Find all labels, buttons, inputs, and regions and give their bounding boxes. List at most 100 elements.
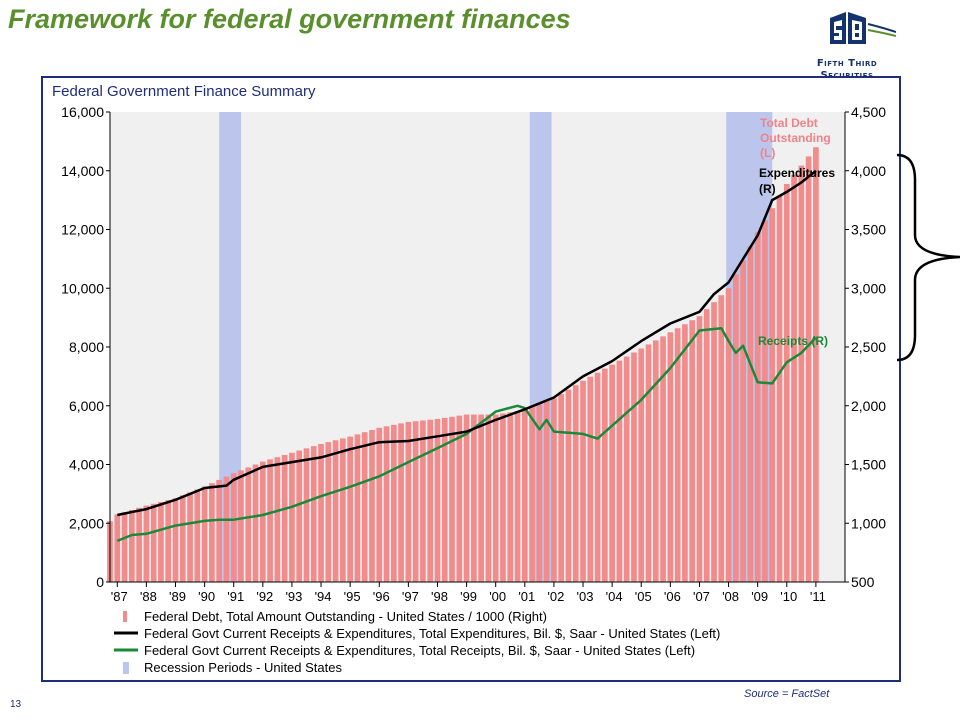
debt-bar	[128, 510, 135, 582]
debt-bar	[507, 412, 514, 582]
debt-bar	[114, 514, 121, 582]
y-right-tick-label: 3,000	[851, 280, 886, 296]
y-right-tick-label: 1,000	[851, 515, 886, 531]
debt-bar	[267, 459, 273, 582]
x-tick-label: '90	[198, 589, 215, 604]
debt-bar	[478, 414, 484, 582]
debt-bar	[361, 432, 368, 582]
debt-bar	[725, 288, 732, 582]
x-tick-label: '98	[431, 589, 448, 604]
debt-bar	[798, 165, 805, 582]
debt-bar	[121, 512, 128, 582]
debt-bar	[776, 196, 783, 582]
debt-bar	[245, 467, 252, 582]
debt-bar	[565, 389, 572, 582]
debt-bar	[638, 348, 645, 582]
debt-bar	[602, 368, 608, 582]
debt-bar	[369, 429, 375, 582]
logo-text: Fifth Third Securities	[782, 58, 912, 82]
debt-bar	[463, 414, 470, 582]
debt-bar	[572, 385, 579, 582]
debt-bar	[347, 436, 353, 582]
y-left-tick-label: 2,000	[69, 515, 104, 531]
debt-bar	[616, 360, 623, 582]
x-tick-label: '05	[635, 589, 652, 604]
chart-title: Federal Government Finance Summary	[52, 83, 316, 100]
x-tick-label: '06	[664, 589, 681, 604]
legend-swatch-debt	[123, 611, 127, 622]
right-brace-icon	[896, 153, 960, 362]
y-right-tick-label: 500	[851, 574, 875, 590]
debt-bar	[281, 454, 288, 582]
debt-bar	[805, 156, 812, 582]
debt-bar	[813, 147, 819, 582]
debt-bar	[449, 416, 455, 582]
expenditures-annotation-line2: (R)	[759, 182, 776, 196]
debt-bar	[136, 507, 142, 582]
y-left-tick-label: 0	[96, 574, 104, 590]
debt-bar	[623, 356, 630, 582]
x-tick-label: '09	[751, 589, 768, 604]
debt-bar	[405, 421, 412, 582]
debt-bar	[201, 486, 208, 582]
x-tick-label: '11	[810, 589, 826, 604]
debt-bar	[660, 336, 666, 582]
debt-bar	[310, 446, 317, 582]
debt-bar	[529, 407, 535, 582]
debt-bar	[456, 415, 463, 582]
x-tick-label: '92	[256, 589, 273, 604]
y-left-tick-label: 14,000	[61, 163, 104, 179]
debt-bar	[194, 489, 201, 582]
y-right-tick-label: 2,500	[851, 339, 886, 355]
debt-bar	[703, 309, 710, 582]
y-left-tick-label: 4,000	[69, 457, 104, 473]
debt-bar	[471, 414, 477, 582]
debt-bar	[536, 404, 543, 582]
debt-bar	[594, 372, 601, 582]
y-left-tick-label: 6,000	[69, 398, 104, 414]
debt-bar	[354, 434, 361, 582]
x-tick-label: '96	[373, 589, 390, 604]
debt-bar	[754, 232, 761, 582]
debt-bar	[158, 501, 164, 582]
debt-bar	[179, 495, 186, 582]
x-tick-label: '08	[722, 589, 739, 604]
debt-bar	[252, 464, 259, 582]
debt-bar	[143, 505, 150, 582]
x-tick-label: '00	[489, 589, 506, 604]
chart-frame	[41, 76, 901, 682]
x-tick-label: '88	[140, 589, 157, 604]
debt-bar	[216, 479, 222, 582]
expenditures-line	[117, 169, 817, 517]
debt-bar	[500, 413, 506, 582]
x-tick-label: '02	[547, 589, 564, 604]
debt-bar	[383, 426, 390, 582]
logo-text-line2: Securities	[820, 70, 874, 81]
debt-bar	[325, 442, 332, 582]
expenditures-annotation-line1: Expenditures	[759, 166, 835, 180]
debt-bar	[296, 450, 303, 582]
x-tick-label: '95	[344, 589, 361, 604]
debt-bar	[674, 328, 681, 582]
x-tick-label: '87	[111, 589, 128, 604]
receipts-line	[116, 326, 817, 543]
debt-bar	[230, 473, 237, 582]
debt-bar	[558, 394, 565, 582]
debt-bar	[209, 483, 215, 582]
debt-bar	[521, 410, 528, 582]
debt-bar	[485, 414, 492, 582]
debt-bar	[769, 208, 776, 582]
debt-bar	[441, 417, 448, 582]
debt-bar	[390, 424, 397, 582]
debt-bar	[332, 440, 339, 582]
debt-bar	[587, 376, 594, 582]
y-right-tick-label: 1,500	[851, 457, 886, 473]
debt-bar	[420, 420, 426, 582]
debt-bar	[631, 352, 637, 582]
y-right-tick-label: 4,500	[851, 104, 886, 120]
x-tick-label: '91	[227, 589, 244, 604]
debt-annotation-line3: (L)	[760, 146, 775, 160]
y-left-tick-label: 10,000	[61, 280, 104, 296]
source-note: Source = FactSet	[744, 688, 830, 700]
